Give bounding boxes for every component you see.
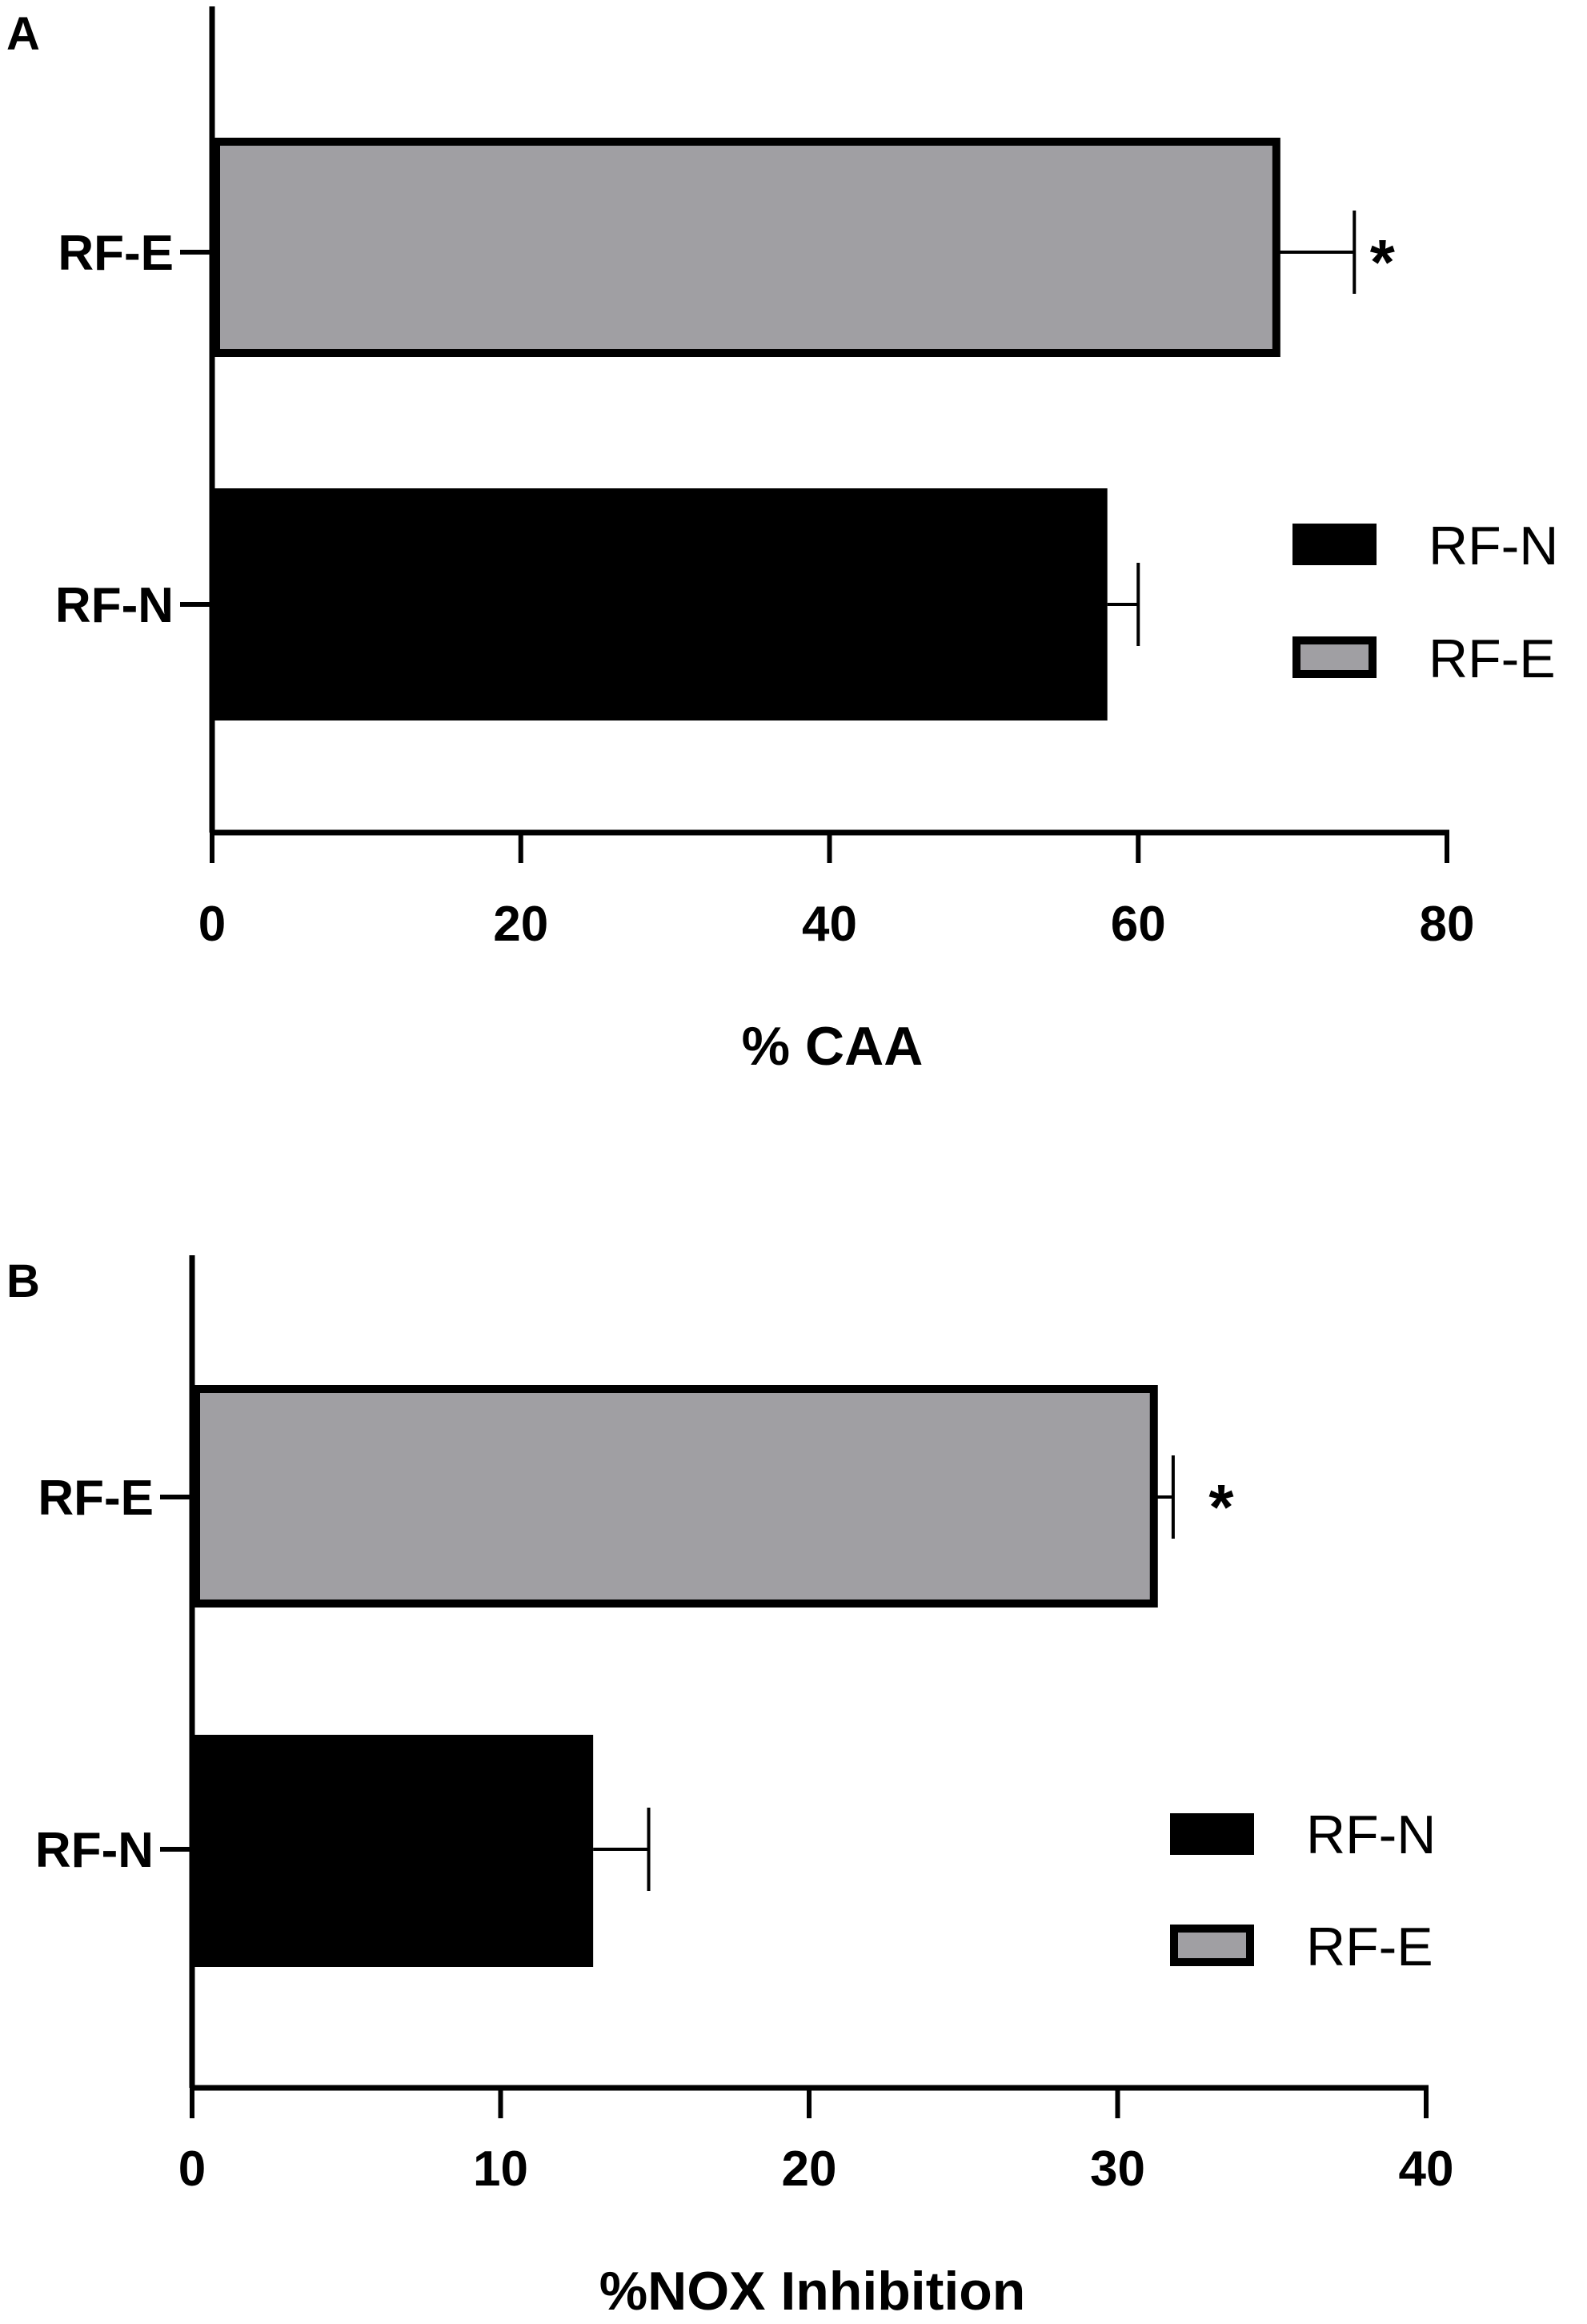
legend-swatch-rf-e [1292,636,1377,678]
x-tick-label: 40 [802,897,857,952]
bar-rf-n [192,1735,594,1967]
legend-swatch-rf-n [1292,524,1377,565]
x-tick-label: 0 [198,897,226,952]
x-tick-label: 60 [1111,897,1166,952]
bar-rf-n [212,488,1108,720]
bar-rf-e [192,1385,1158,1608]
legend-label-rf-n: RF-N [1306,1804,1436,1865]
panel-b-letter: B [6,1255,40,1307]
x-tick-label: 0 [178,2141,206,2197]
legend-swatch-rf-n [1170,1813,1254,1855]
panel-a-letter: A [6,8,40,60]
significance-marker: * [1208,1471,1234,1543]
significance-marker: * [1370,227,1396,298]
x-tick-label: 20 [493,897,548,952]
legend-label-rf-e: RF-E [1306,1917,1433,1977]
x-tick-label: 20 [782,2141,837,2197]
x-tick-label: 80 [1420,897,1475,952]
legend-label-rf-n: RF-N [1429,516,1558,576]
y-tick-label-rf-e: RF-E [38,1471,154,1526]
y-tick-label-rf-n: RF-N [35,1823,154,1878]
legend-swatch-rf-e [1170,1925,1254,1966]
y-tick-label-rf-e: RF-E [58,226,174,281]
x-tick-label: 30 [1090,2141,1145,2197]
x-tick-label: 40 [1399,2141,1454,2197]
chart-panel-b: * RF-E RF-N 0 10 20 30 40 %NOX Inhibition RF-N RF-… [35,1255,1454,2322]
chart-panel-a: * RF-E RF-N 0 20 40 60 80 % CAA RF-N RF-E [55,6,1558,1077]
bar-rf-e [212,138,1280,357]
y-tick-label-rf-n: RF-N [55,578,174,633]
legend-label-rf-e: RF-E [1429,628,1556,689]
x-axis-title: % CAA [742,1016,924,1077]
x-axis-title: %NOX Inhibition [599,2261,1026,2322]
x-tick-label: 10 [473,2141,528,2197]
